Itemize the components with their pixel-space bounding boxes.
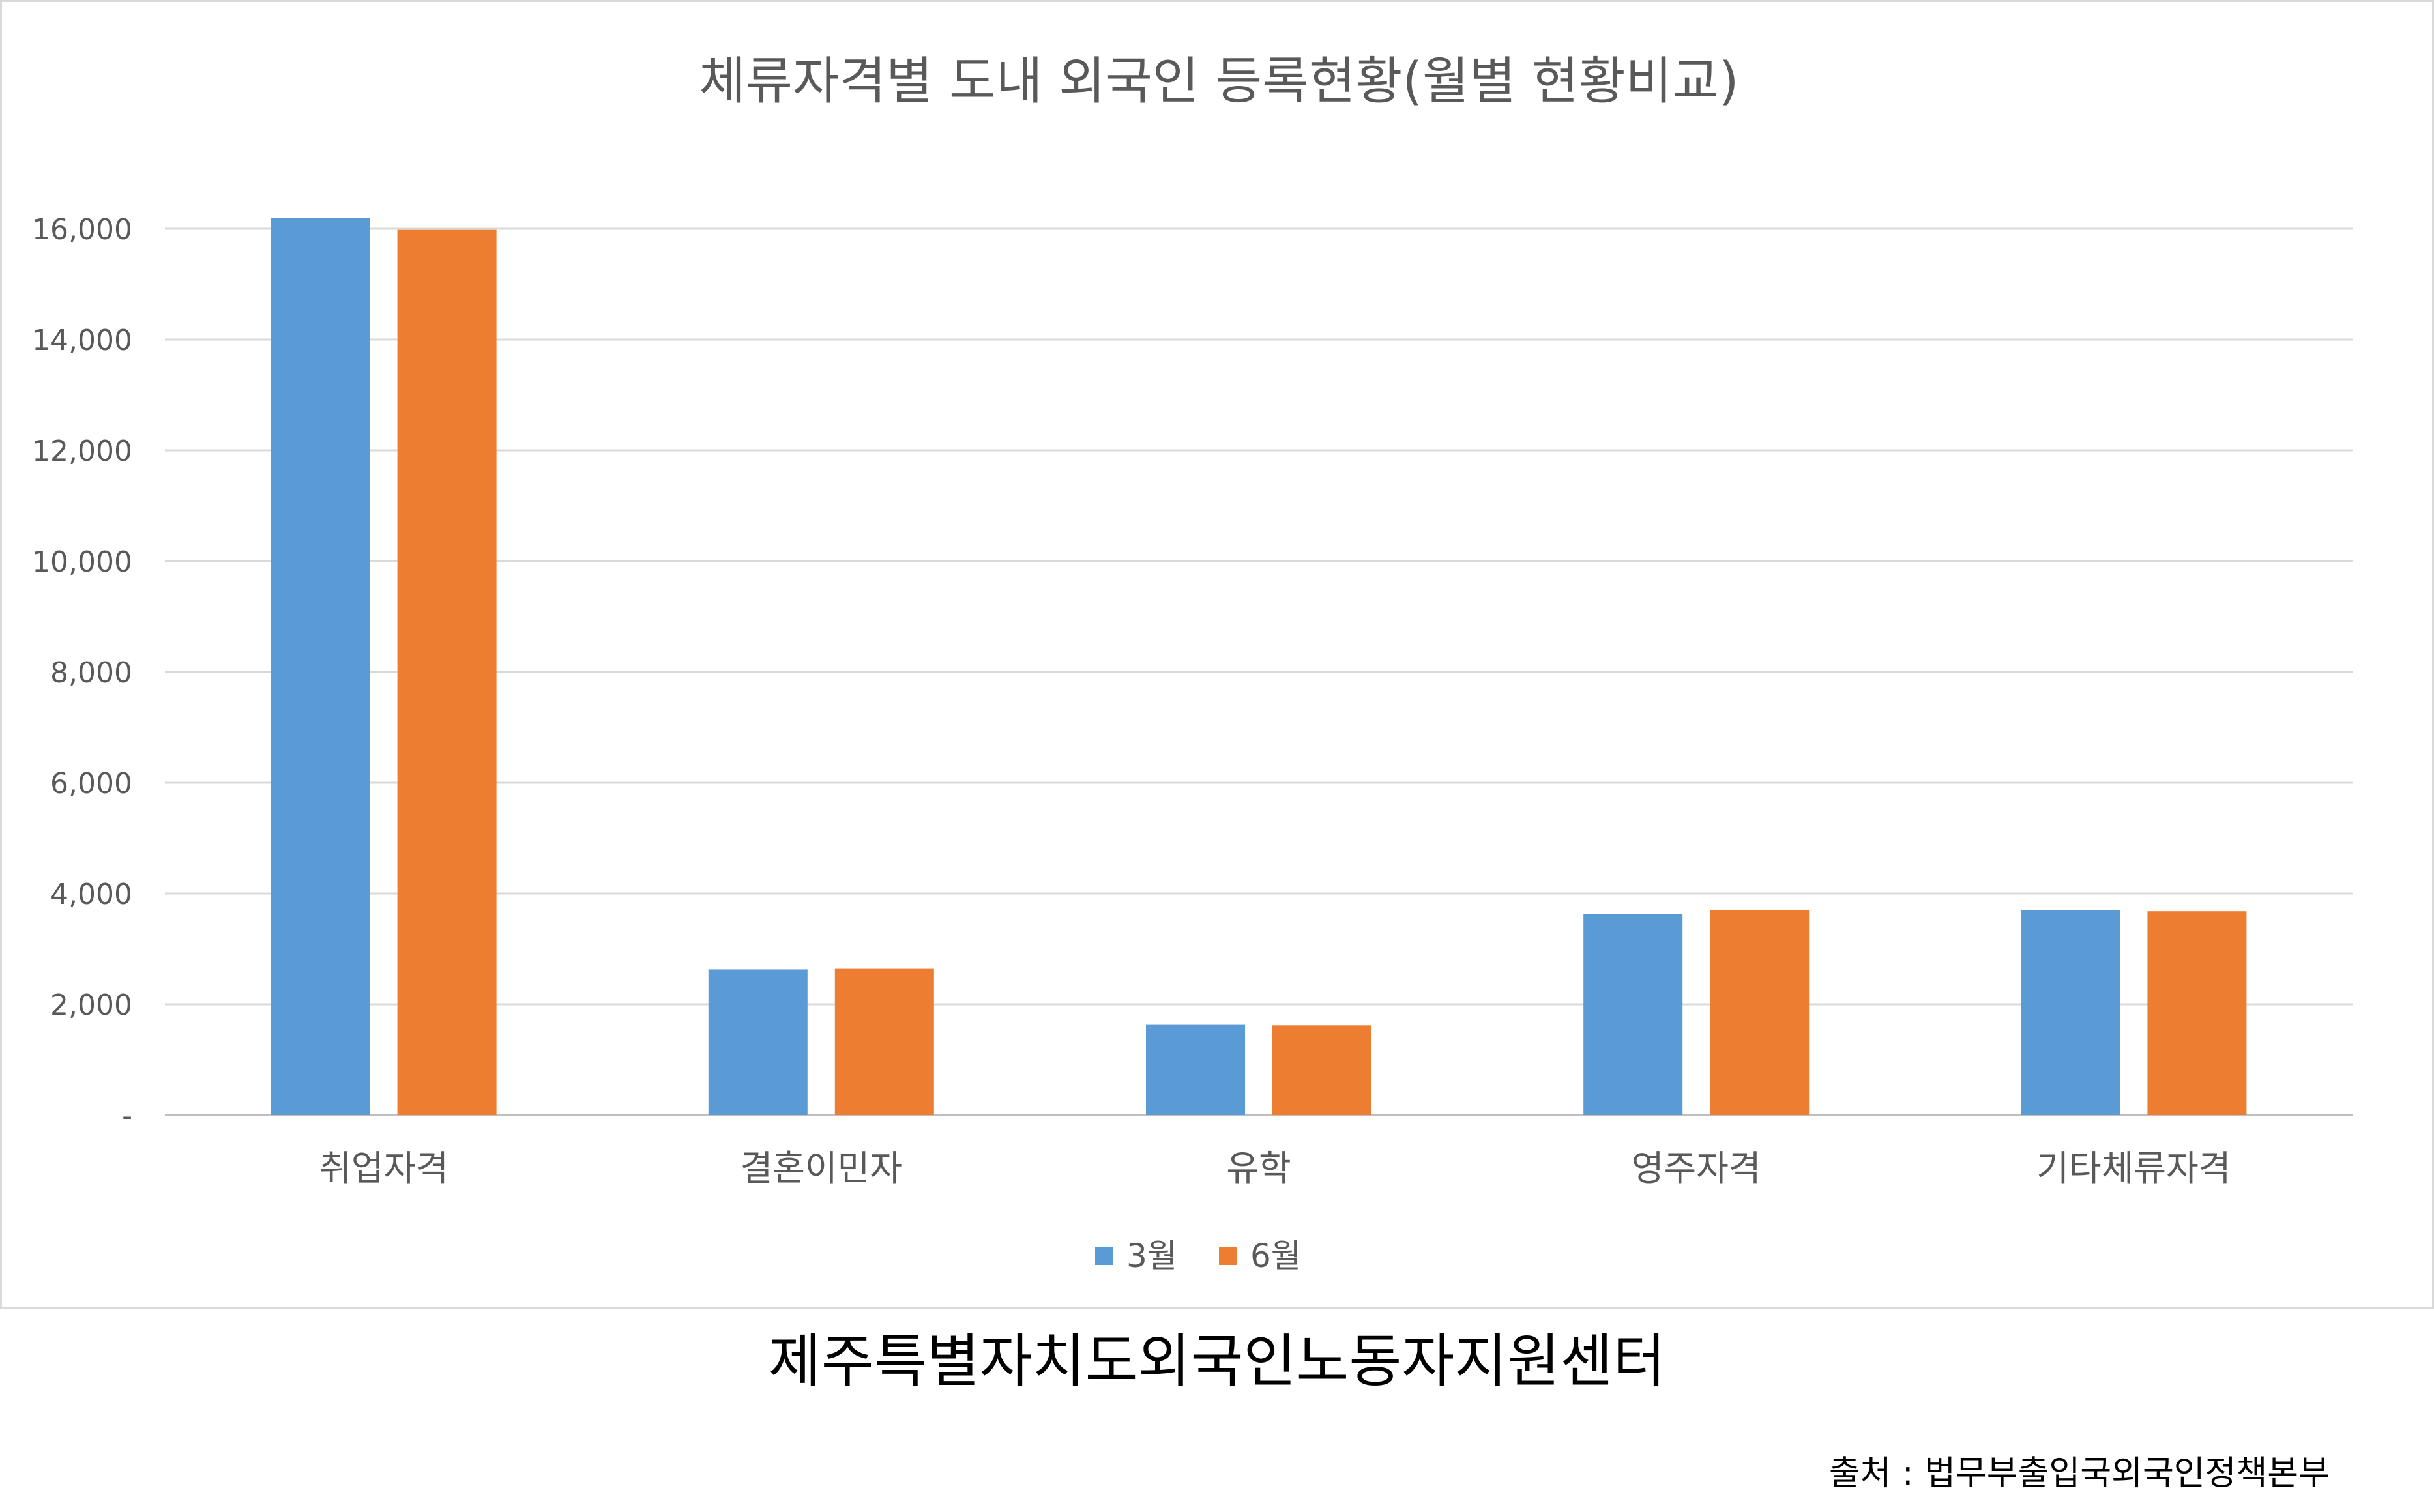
bar xyxy=(1146,1024,1245,1115)
bar xyxy=(1710,910,1810,1115)
bar-layer xyxy=(271,218,2247,1116)
source-note: 출처 : 법무부출입국외국인정책본부 xyxy=(1828,1454,2330,1493)
y-tick-label: 10,000 xyxy=(32,545,132,579)
y-tick-label: 16,000 xyxy=(32,213,132,246)
legend: 3월 6월 xyxy=(1095,1237,1301,1275)
bar xyxy=(1272,1025,1371,1115)
legend-label: 3월 xyxy=(1126,1237,1177,1275)
x-category-label: 유학 xyxy=(1226,1148,1291,1189)
y-tick-label: 8,000 xyxy=(50,656,132,690)
organization-name: 제주특별자치도외국인노동자지원센터 xyxy=(768,1328,1666,1395)
legend-swatch xyxy=(1095,1247,1113,1265)
y-tick-label: - xyxy=(122,1099,132,1133)
bar xyxy=(2021,910,2120,1115)
y-tick-label: 6,000 xyxy=(50,767,132,800)
chart-frame: 체류자격별 도내 외국인 등록현황(월별 현황비교) - 2,000 4,000 6,… xyxy=(0,0,2434,1309)
chart-svg: 체류자격별 도내 외국인 등록현황(월별 현황비교) - 2,000 4,000 6,… xyxy=(32,52,2353,1275)
grid-layer xyxy=(165,227,2353,1116)
bar xyxy=(834,968,934,1115)
x-category-label: 기타체류자격 xyxy=(2036,1148,2231,1189)
y-tick-label: 2,000 xyxy=(50,989,132,1022)
y-tick-label: 4,000 xyxy=(50,878,132,911)
bar xyxy=(271,218,370,1115)
y-tick-label: 12,000 xyxy=(32,435,132,468)
y-axis-ticks: - 2,000 4,000 6,000 8,000 10,000 12,000 14,000 1… xyxy=(32,213,132,1133)
x-axis-categories: 취업자격 결혼이민자 유학 영주자격 기타체류자격 xyxy=(319,1148,2231,1189)
bar xyxy=(708,969,808,1115)
legend-label: 6월 xyxy=(1250,1237,1301,1275)
x-category-label: 취업자격 xyxy=(319,1148,448,1189)
x-category-label: 영주자격 xyxy=(1632,1148,1761,1189)
y-tick-label: 14,000 xyxy=(32,324,132,357)
legend-swatch xyxy=(1219,1247,1237,1265)
bar xyxy=(2147,911,2247,1115)
chart-title: 체류자격별 도내 외국인 등록현황(월별 현황비교) xyxy=(699,52,1738,111)
bar xyxy=(397,229,497,1116)
bar xyxy=(1583,914,1683,1115)
x-category-label: 결혼이민자 xyxy=(740,1148,902,1189)
